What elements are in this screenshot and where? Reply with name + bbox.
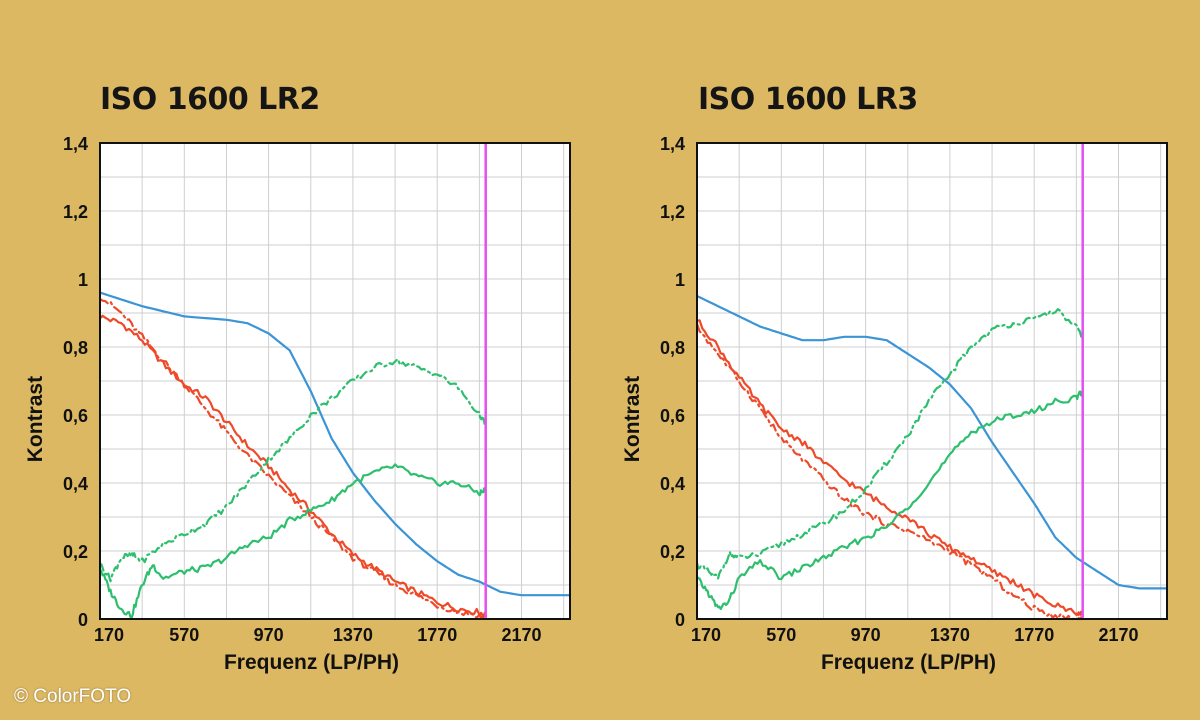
series-line-3 (695, 390, 1084, 611)
y-tick-label: 1,2 (63, 202, 88, 222)
y-tick-label: 1,4 (660, 134, 685, 154)
x-tick-label: 970 (254, 625, 284, 645)
y-tick-label: 0,4 (660, 474, 685, 494)
y-tick-label: 0,2 (660, 542, 685, 562)
series-line-0 (98, 291, 572, 597)
y-tick-label: 0,6 (63, 406, 88, 426)
y-tick-label: 1 (675, 270, 685, 290)
x-tick-label: 170 (94, 625, 124, 645)
x-tick-label: 570 (766, 625, 796, 645)
x-axis-label: Frequenz (LP/PH) (224, 651, 399, 674)
y-tick-label: 1,2 (660, 202, 685, 222)
series-line-2 (695, 322, 1084, 621)
series-line-1 (98, 314, 487, 618)
x-tick-label: 1770 (1014, 625, 1054, 645)
series-line-3 (98, 463, 487, 619)
chart-panel-lr2: ISO 1600 LR2 0 0,2 0,4 0,6 0,8 1 1,2 1,4 170 570 9… (24, 82, 572, 674)
y-tick-label: 0,6 (660, 406, 685, 426)
chart-title: ISO 1600 LR2 (100, 82, 320, 117)
y-tick-label: 1,4 (63, 134, 88, 154)
y-tick-label: 0,8 (63, 338, 88, 358)
y-axis-label: Kontrast (621, 376, 644, 462)
x-tick-label: 1770 (417, 625, 457, 645)
chart-panel-lr3: ISO 1600 LR3 0 0,2 0,4 0,6 0,8 1 1,2 1,4 170 570 9… (600, 0, 1200, 720)
y-tick-label: 0 (78, 610, 88, 630)
x-tick-label: 2170 (1099, 625, 1139, 645)
plot-frame (696, 142, 1168, 620)
x-tick-label: 570 (169, 625, 199, 645)
y-tick-label: 1 (78, 270, 88, 290)
y-axis-label: Kontrast (24, 376, 47, 462)
x-tick-label: 1370 (930, 625, 970, 645)
plot-frame (99, 142, 571, 620)
series-line-4 (695, 308, 1084, 580)
series-line-4 (98, 358, 487, 583)
x-tick-label: 170 (691, 625, 721, 645)
chart-title: ISO 1600 LR3 (698, 82, 918, 117)
mtf-chart-lr2: 0 0,2 0,4 0,6 0,8 1 1,2 1,4 170 570 970 1370 1770 217… (24, 134, 572, 674)
y-tick-label: 0,2 (63, 542, 88, 562)
x-tick-label: 1370 (333, 625, 373, 645)
y-tick-label: 0,4 (63, 474, 88, 494)
y-tick-label: 0 (675, 610, 685, 630)
y-tick-label: 0,8 (660, 338, 685, 358)
series-line-2 (98, 297, 487, 621)
x-tick-label: 970 (851, 625, 881, 645)
mtf-chart-lr3: 0 0,2 0,4 0,6 0,8 1 1,2 1,4 170 570 970 1370 1770 217… (621, 134, 1169, 674)
copyright-notice: © ColorFOTO (14, 686, 132, 707)
x-tick-label: 2170 (502, 625, 542, 645)
x-axis-label: Frequenz (LP/PH) (821, 651, 996, 674)
